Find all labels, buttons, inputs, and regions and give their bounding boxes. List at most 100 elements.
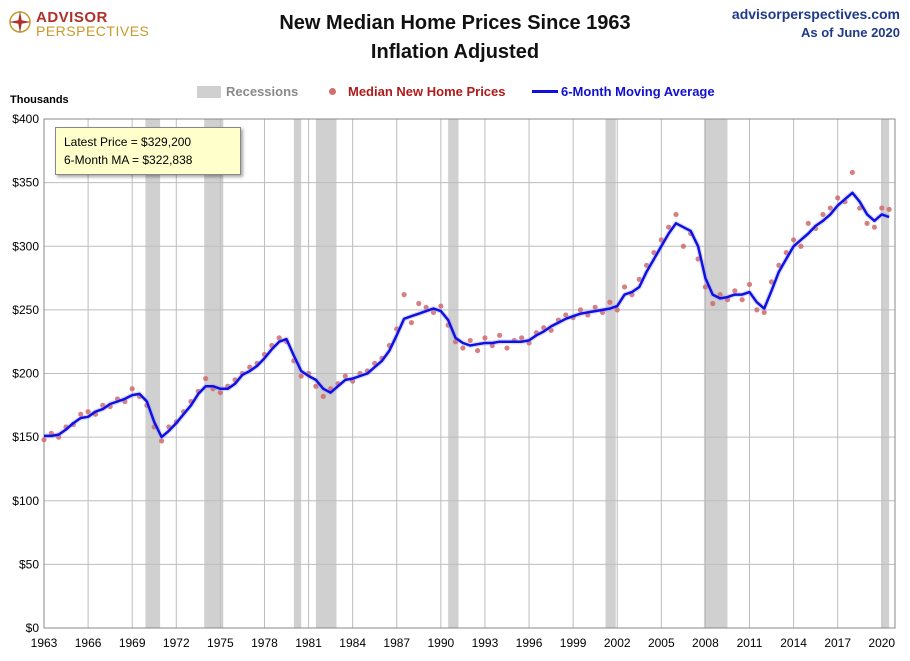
x-tick-labels: 1963 1966 1969 1972 1975 1978 1981 1984 1987 1990… [31, 636, 896, 650]
x-tick-label-15: 2008 [692, 636, 719, 650]
median-price-point-90 [702, 284, 708, 290]
median-price-point-86 [673, 211, 679, 218]
latest-values-box: Latest Price = $329,200 6-Month MA = $32… [55, 127, 241, 175]
plot-frame [43, 118, 896, 629]
compass-rose-icon [9, 11, 31, 33]
y-tick-labels: $0 $50 $100 $150 $200 $250 $300 $350 $400 [12, 112, 39, 635]
median-price-point-83 [651, 250, 657, 256]
median-price-point-87 [680, 243, 686, 249]
median-price-point-77 [607, 299, 613, 305]
legend-median-marker [329, 88, 336, 95]
median-price-point-16 [158, 438, 165, 444]
y-tick-label-1: $50 [19, 557, 39, 571]
legend-moving-average-label: 6-Month Moving Average [561, 84, 715, 99]
median-price-point-37 [313, 383, 319, 389]
median-price-point-62 [497, 332, 503, 338]
median-price-point-89 [695, 256, 701, 262]
median-price-point-108 [835, 195, 841, 201]
median-price-point-54 [438, 303, 444, 309]
median-price-point-97 [754, 307, 760, 313]
median-price-point-92 [717, 292, 723, 298]
grid-lines [43, 118, 895, 629]
y-tick-label-0: $0 [26, 621, 40, 635]
plot-border [43, 118, 896, 629]
x-tick-label-14: 2005 [648, 636, 675, 650]
median-price-point-32 [276, 335, 282, 341]
median-price-point-79 [621, 284, 628, 290]
y-tick-label-2: $100 [12, 494, 39, 508]
x-tick-label-17: 2014 [780, 636, 807, 650]
x-tick-label-0: 1963 [31, 636, 58, 650]
median-price-point-84 [658, 237, 664, 243]
median-price-point-98 [761, 309, 767, 316]
x-tick-label-19: 2020 [868, 636, 895, 650]
moving-average-text: 6-Month MA = $322,838 [64, 153, 193, 167]
y-axis-label: Thousands [10, 94, 69, 106]
median-price-point-111 [857, 205, 863, 211]
median-price-point-28 [247, 364, 253, 370]
median-price-point-100 [776, 262, 782, 268]
median-price-point-110 [849, 169, 855, 176]
x-tick-label-4: 1975 [207, 636, 234, 650]
y-tick-label-3: $150 [12, 430, 39, 444]
median-price-point-53 [430, 309, 437, 316]
median-price-point-68 [541, 325, 547, 331]
median-price-point-49 [401, 292, 407, 298]
median-price-point-0 [41, 437, 47, 443]
legend-median-label: Median New Home Prices [348, 84, 506, 99]
x-tick-label-13: 2002 [604, 636, 631, 650]
legend-recessions-swatch [197, 86, 221, 98]
y-tick-label-5: $250 [12, 303, 39, 317]
x-tick-label-2: 1969 [119, 636, 146, 650]
median-price-point-85 [666, 224, 672, 230]
median-price-point-114 [879, 205, 885, 211]
median-price-point-115 [886, 206, 892, 212]
x-tick-label-16: 2011 [737, 636, 763, 650]
median-price-point-96 [746, 281, 753, 288]
latest-price-text: Latest Price = $329,200 [64, 135, 192, 149]
y-tick-label-6: $300 [12, 239, 39, 253]
legend-recessions-label: Recessions [226, 84, 299, 99]
median-price-point-94 [732, 288, 738, 294]
logo-text-top: ADVISOR [36, 9, 108, 26]
median-price-point-60 [482, 335, 488, 341]
median-price-point-59 [474, 347, 481, 354]
median-price-point-58 [467, 337, 473, 344]
chart-title: New Median Home Prices Since 1963 [279, 12, 631, 34]
median-price-point-69 [548, 327, 554, 333]
logo-text-bottom: PERSPECTIVES [36, 23, 150, 39]
x-tick-label-3: 1972 [163, 636, 190, 650]
median-price-point-73 [577, 307, 584, 313]
median-price-point-82 [644, 262, 650, 268]
median-price-point-104 [805, 220, 811, 226]
x-tick-label-11: 1996 [516, 636, 543, 650]
y-tick-label-8: $400 [12, 112, 39, 126]
source-site: advisorperspectives.com [731, 6, 900, 22]
median-price-point-81 [636, 276, 642, 282]
median-price-point-12 [129, 386, 135, 392]
median-price-point-102 [790, 237, 797, 243]
x-tick-label-18: 2017 [824, 636, 851, 650]
median-price-point-103 [798, 243, 804, 249]
median-price-point-56 [452, 339, 459, 345]
legend-moving-average-line [532, 90, 558, 93]
median-price-point-50 [408, 320, 415, 326]
median-price-point-78 [614, 307, 620, 313]
median-price-point-99 [768, 279, 775, 285]
median-price-point-51 [416, 300, 422, 307]
moving-average-series [44, 190, 890, 440]
median-price-point-22 [203, 375, 209, 382]
x-tick-label-6: 1981 [295, 636, 322, 650]
median-price-point-101 [783, 250, 789, 256]
median-price-point-113 [871, 224, 878, 230]
median-price-point-41 [342, 373, 348, 379]
advisor-perspectives-logo: ADVISOR PERSPECTIVES [8, 8, 150, 42]
median-price-point-8 [100, 402, 106, 408]
median-price-point-5 [78, 411, 84, 417]
x-tick-label-12: 1999 [560, 636, 587, 650]
y-tick-label-4: $200 [12, 367, 39, 381]
x-tick-label-10: 1993 [472, 636, 499, 650]
median-price-point-91 [710, 300, 716, 307]
